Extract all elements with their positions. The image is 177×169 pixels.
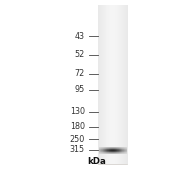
Text: 52: 52	[75, 50, 85, 59]
Text: 72: 72	[75, 69, 85, 78]
Text: 180: 180	[70, 122, 85, 131]
Text: kDa: kDa	[87, 157, 106, 166]
Text: 315: 315	[70, 145, 85, 154]
Text: 43: 43	[75, 32, 85, 41]
Text: 95: 95	[75, 85, 85, 94]
Text: 130: 130	[70, 107, 85, 116]
Bar	[98, 5, 127, 164]
Text: 250: 250	[70, 135, 85, 144]
